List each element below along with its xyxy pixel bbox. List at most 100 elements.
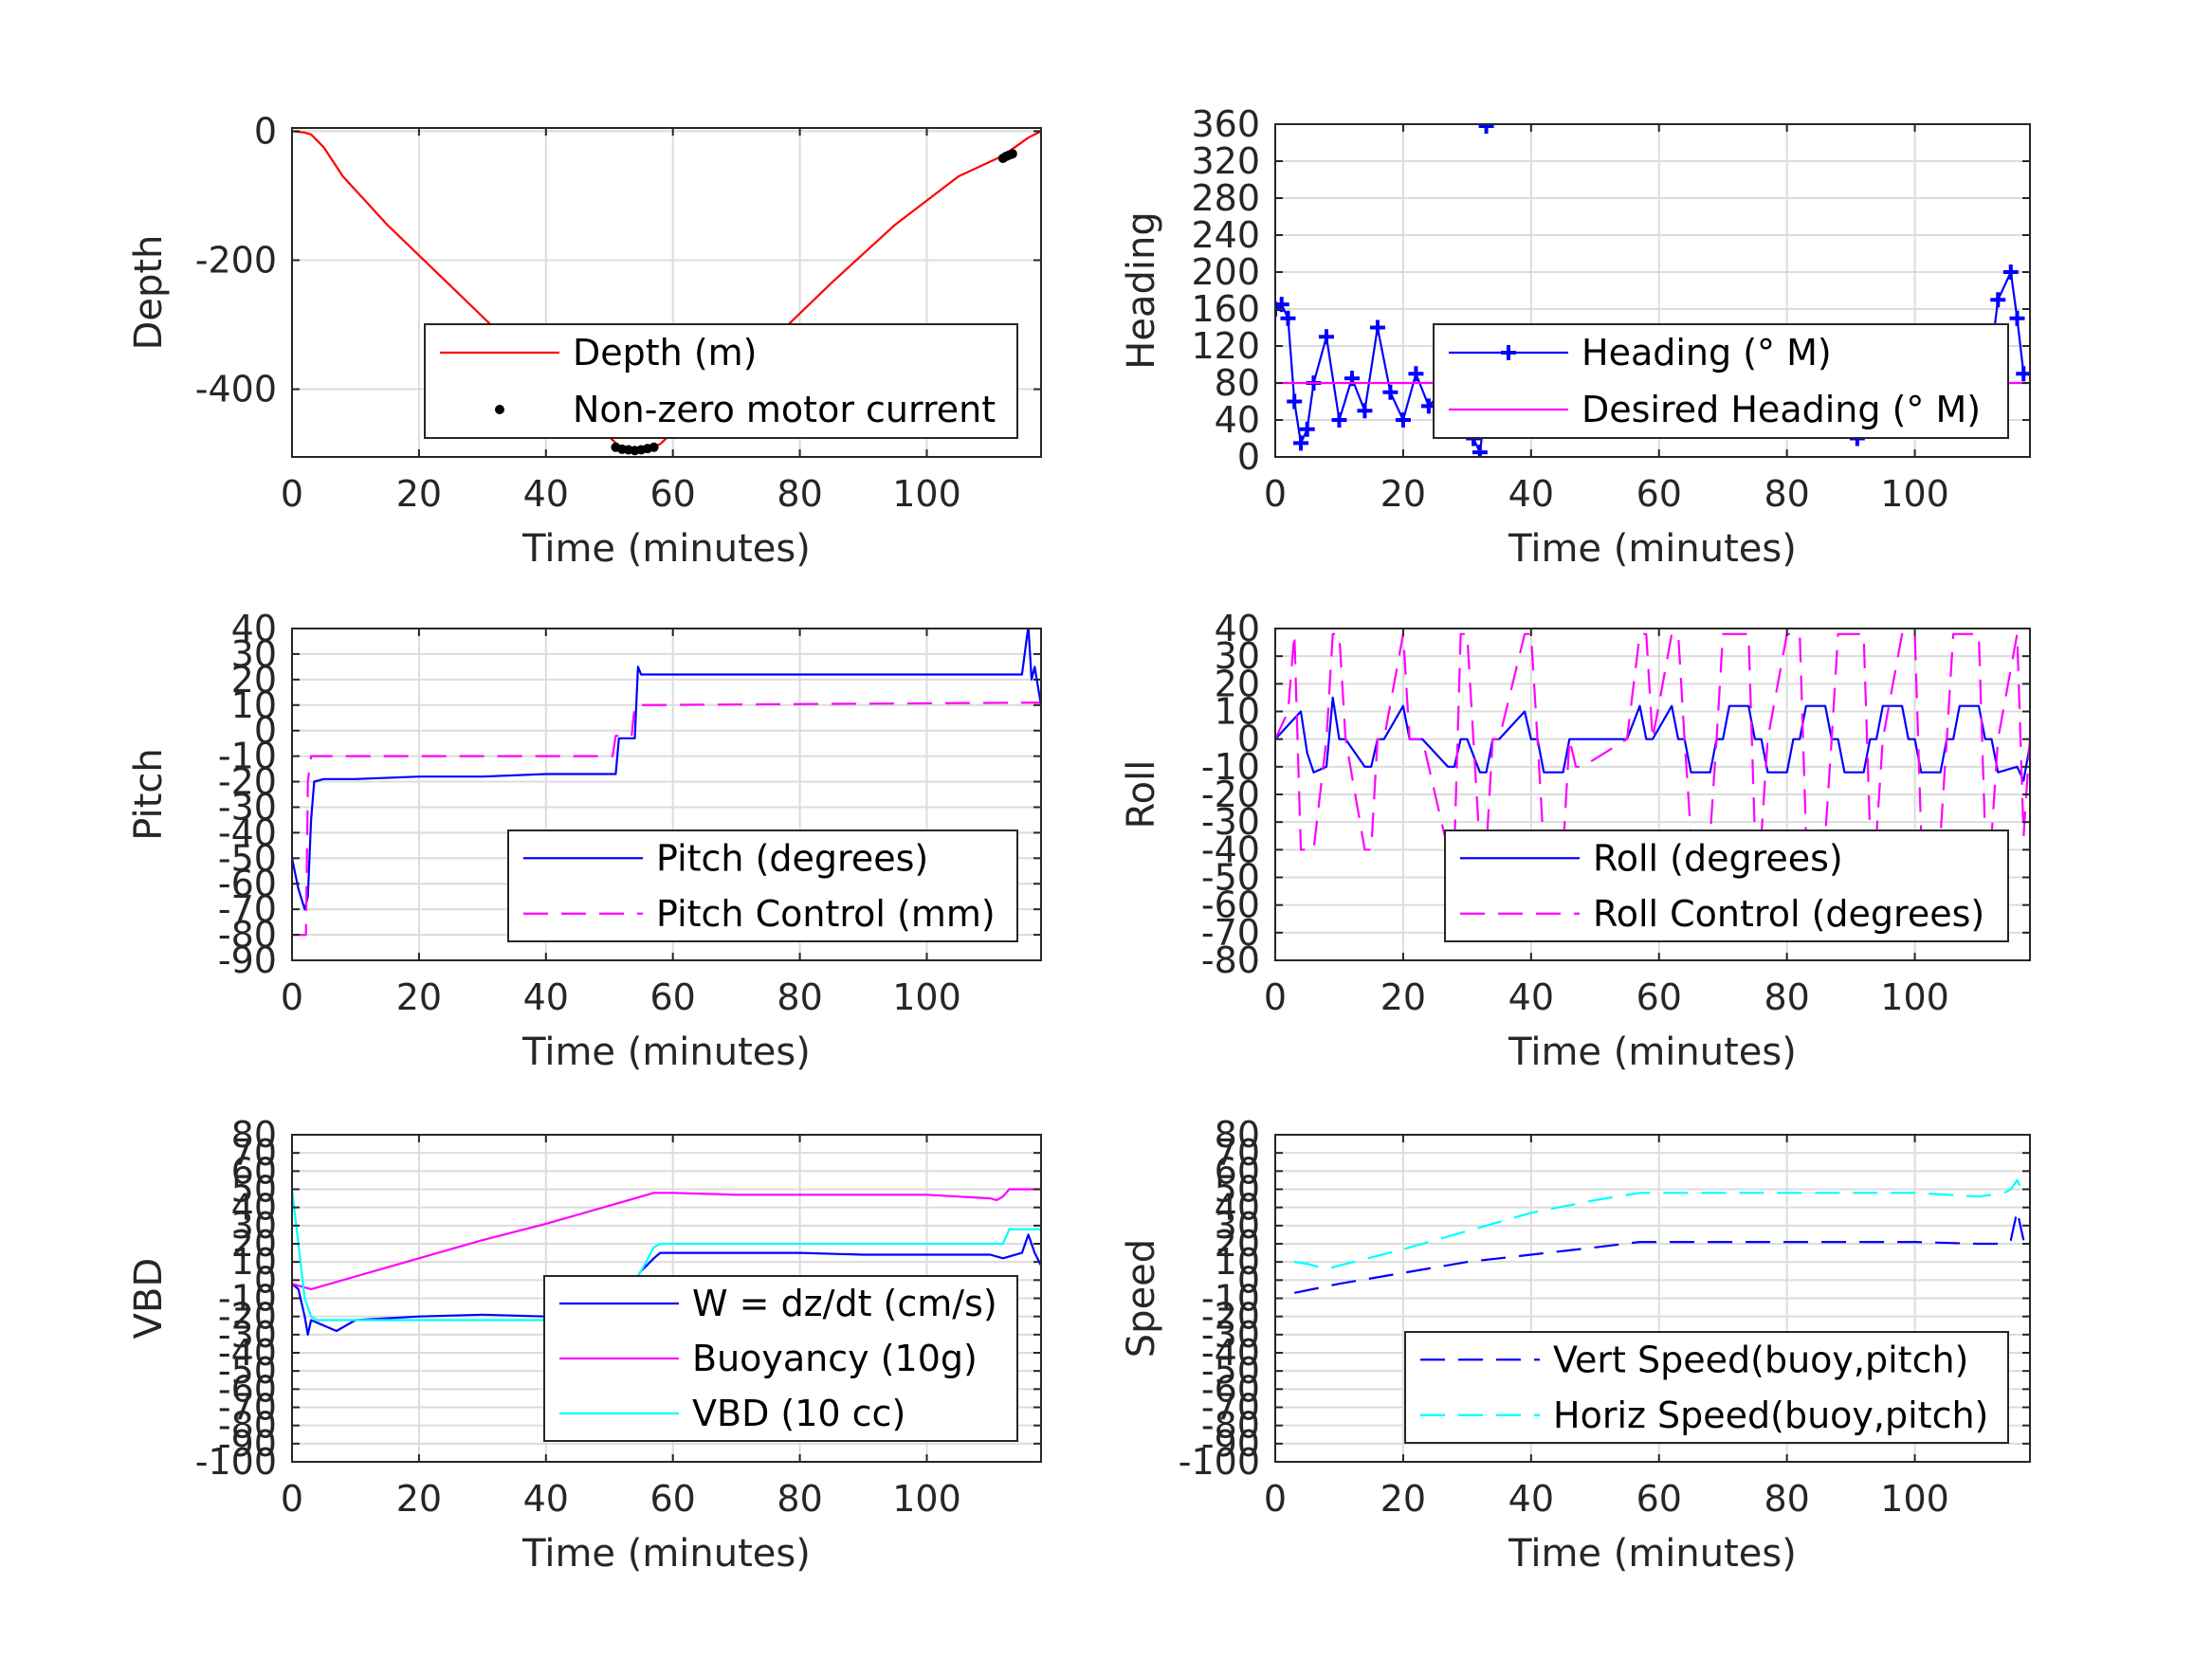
y-tick-label: -50 (1201, 857, 1260, 899)
series-marker-1-point (1007, 149, 1017, 159)
y-tick-label: 60 (231, 1150, 277, 1192)
series-line-0 (1275, 696, 2030, 782)
chart-speed: 0 20 40 60 80 100-100-90-80-70-60-50-40-30-20… (1120, 1114, 2031, 1576)
x-tick-label: 20 (1380, 473, 1426, 515)
x-tick-label: 20 (396, 1478, 442, 1520)
y-tick-label: -30 (218, 786, 277, 828)
y-tick-label: 0 (1237, 436, 1260, 478)
y-tick-label: -20 (1201, 774, 1260, 815)
y-tick-label: 200 (1191, 251, 1260, 293)
y-tick-label: 30 (231, 1205, 277, 1247)
y-tick-label: 60 (1215, 1150, 1260, 1192)
y-tick-label: 20 (1215, 663, 1260, 704)
legend: Roll (degrees) Roll Control (degrees) (1444, 830, 2009, 942)
y-axis-label: Speed (1120, 1239, 1163, 1358)
x-tick-label: 100 (892, 1478, 961, 1520)
x-axis-label: Time (minutes) (521, 1030, 811, 1074)
y-tick-label: 0 (1237, 1259, 1260, 1301)
x-axis-label: Time (minutes) (521, 1532, 811, 1576)
y-tick-label: 280 (1191, 177, 1260, 219)
legend-label-1: Horiz Speed(buoy,pitch) (1553, 1395, 1988, 1436)
series-marker-0-point (1331, 412, 1347, 428)
chart-pitch: 0 20 40 60 80 100-90-80-70-60-50-40-30-20-100… (127, 608, 1042, 1074)
series-group (1293, 1178, 2025, 1294)
y-tick-label: -70 (218, 1387, 277, 1429)
y-axis-label: VBD (127, 1258, 171, 1340)
x-tick-label: 100 (892, 976, 961, 1018)
x-tick-label: 80 (777, 1478, 822, 1520)
y-tick-label: -60 (218, 863, 277, 904)
legend-marker-0 (1501, 345, 1516, 360)
chart-depth: 0 20 40 60 80 100 -400 -200 0 Time (minutes) Depth… (127, 110, 1042, 571)
y-tick-label: 40 (1215, 399, 1260, 441)
axes-frame (291, 127, 1042, 458)
y-tick-label: 30 (1215, 1205, 1260, 1247)
y-tick-label: 10 (231, 1241, 277, 1283)
legend: Pitch (degrees) Pitch Control (mm) (507, 830, 1018, 942)
y-tick-label: -40 (218, 811, 277, 853)
y-tick-label: -100 (1179, 1441, 1260, 1483)
y-tick-label: -40 (1201, 829, 1260, 870)
x-tick-label: 80 (1764, 473, 1809, 515)
x-axis-label: Time (minutes) (1508, 527, 1797, 571)
series-marker-0-point (1318, 329, 1334, 345)
x-tick-label: 60 (650, 1478, 696, 1520)
chart-heading: 0 20 40 60 80 10004080120160200240280320360Ti… (1120, 103, 2031, 571)
legend: Heading (° M) Desired Heading (° M) (1433, 323, 2009, 439)
y-tick-label: 20 (231, 1223, 277, 1265)
legend-box (1444, 830, 2009, 942)
x-tick-label: 40 (523, 473, 569, 515)
legend-label-1: Pitch Control (mm) (656, 893, 996, 935)
series-group (292, 629, 1041, 937)
series-line-1 (1275, 632, 2030, 851)
y-tick-label: 120 (1191, 325, 1260, 367)
x-tick-label: 80 (1764, 1478, 1809, 1520)
legend-label-0: Pitch (degrees) (656, 837, 928, 879)
y-tick-label: -100 (195, 1441, 277, 1483)
y-tick-label: -30 (1201, 801, 1260, 843)
x-tick-label: 80 (1764, 976, 1809, 1018)
series-marker-0-point (1287, 393, 1303, 410)
series-marker-1-point (649, 442, 659, 452)
series-marker-0-point (1280, 310, 1296, 326)
y-axis-label: Roll (1120, 760, 1163, 830)
x-axis-label: Time (minutes) (1508, 1030, 1797, 1074)
y-tick-label: 30 (231, 633, 277, 675)
y-tick-label: -60 (1201, 884, 1260, 926)
y-tick-label: -60 (1201, 1368, 1260, 1410)
x-tick-label: 0 (1264, 473, 1287, 515)
legend-label-1: Desired Heading (° M) (1581, 389, 1981, 430)
y-tick-label: -30 (218, 1314, 277, 1356)
series-marker-0-point (1292, 435, 1308, 451)
y-tick-label: -40 (218, 1332, 277, 1374)
legend-label-2: VBD (10 cc) (692, 1393, 905, 1434)
y-tick-label: -10 (218, 1278, 277, 1320)
series-line-1 (292, 1188, 1041, 1290)
y-tick-label: -90 (218, 939, 277, 981)
x-axis-label: Time (minutes) (521, 527, 811, 571)
y-tick-label: -50 (1201, 1350, 1260, 1392)
y-tick-label: 240 (1191, 214, 1260, 256)
y-tick-label: 40 (1215, 608, 1260, 649)
legend-label-1: Non-zero motor current (573, 389, 996, 430)
series-marker-0-point (1369, 319, 1385, 336)
x-tick-label: 60 (1636, 473, 1682, 515)
y-tick-label: -70 (218, 888, 277, 930)
y-tick-label: -70 (1201, 1387, 1260, 1429)
series-marker-0-point (1382, 384, 1398, 400)
series-marker-0-point (1395, 412, 1411, 428)
y-tick-label: -10 (1201, 1278, 1260, 1320)
x-tick-label: 60 (1636, 1478, 1682, 1520)
legend-box (1404, 1331, 2009, 1444)
y-tick-label: 40 (231, 1187, 277, 1229)
legend-label-0: W = dz/dt (cm/s) (692, 1283, 997, 1324)
y-tick-label: 10 (231, 684, 277, 726)
x-tick-label: 80 (777, 473, 822, 515)
x-tick-label: 40 (523, 1478, 569, 1520)
y-tick-label: -50 (218, 1350, 277, 1392)
y-tick-label: 30 (1215, 635, 1260, 677)
y-axis-label: Depth (127, 235, 171, 351)
series-marker-0-point (1990, 292, 2006, 308)
legend-box (424, 323, 1018, 439)
legend-label-0: Vert Speed(buoy,pitch) (1553, 1339, 1968, 1380)
